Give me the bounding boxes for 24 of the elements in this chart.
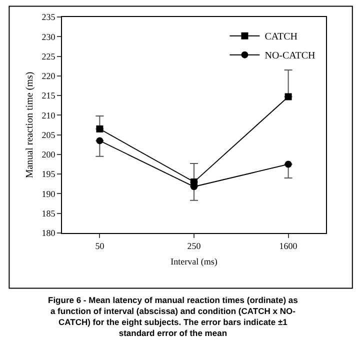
y-tick-label: 210 [42, 110, 56, 120]
legend-label: CATCH [264, 32, 298, 43]
x-tick-label: 250 [187, 240, 202, 251]
y-tick-label: 185 [42, 208, 56, 219]
legend-label: NO-CATCH [264, 50, 316, 62]
y-tick-label: 195 [42, 169, 56, 180]
y-tick-label: 180 [42, 228, 56, 238]
point [284, 160, 292, 168]
y-tick-label: 225 [42, 51, 56, 62]
y-tick-label: 220 [42, 71, 56, 82]
y-tick-label: 205 [42, 130, 56, 140]
point [284, 93, 292, 100]
caption: Figure 6 - Mean latency of manual reaction times (ordinate) as a function of interval (abscissa) and condition (CATCH x NO-CATCH) for the eight subjects. The error bars indicate ±1 standard error of the mean [48, 295, 298, 338]
y-axis-title: Manual reaction time (ms) [24, 72, 36, 178]
point [96, 125, 104, 132]
y-tick-label: 200 [42, 150, 56, 160]
y-tick-label: 235 [42, 12, 56, 22]
y-tick-label: 230 [42, 32, 56, 42]
x-tick-label: 1600 [279, 240, 298, 251]
x-axis-title: Interval (ms) [170, 256, 218, 267]
x-tick-label: 50 [95, 240, 105, 251]
y-tick-label: 215 [42, 90, 56, 101]
y-tick-label: 190 [42, 188, 56, 199]
point [96, 137, 104, 144]
